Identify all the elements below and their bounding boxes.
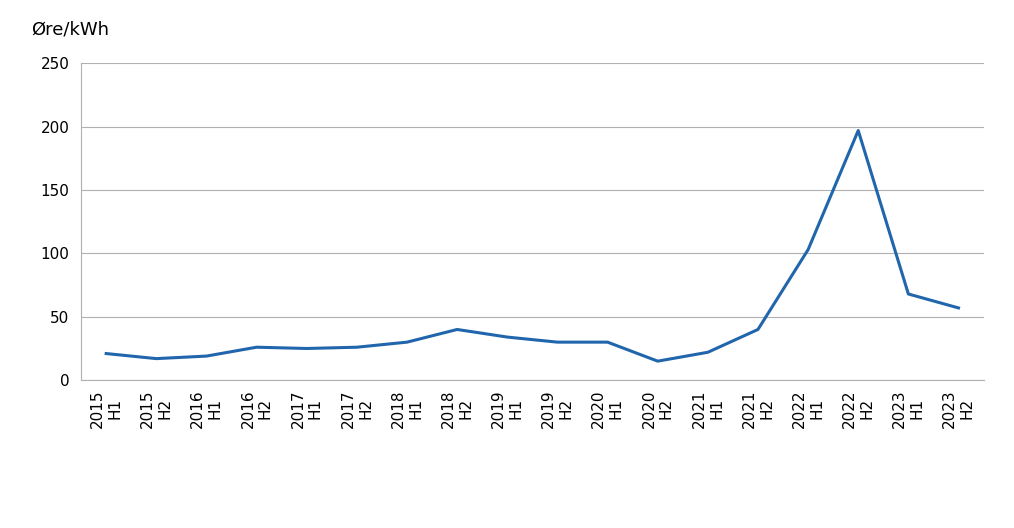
Text: Øre/kWh: Øre/kWh xyxy=(31,20,110,38)
